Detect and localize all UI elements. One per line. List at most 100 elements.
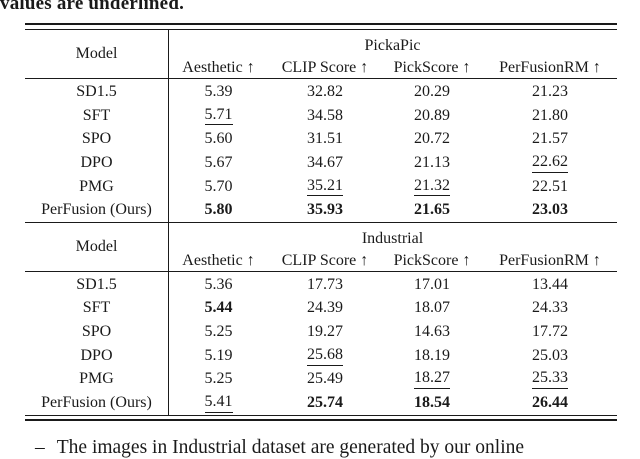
metric-value: 21.57 — [532, 130, 568, 148]
column-header-aesthetic: Aesthetic ↑ — [182, 59, 255, 76]
footnote-dash: – — [35, 437, 45, 458]
metric-value: 22.62 — [483, 153, 617, 173]
metric-value: 25.03 — [532, 346, 568, 364]
metric-value: 18.19 — [414, 346, 450, 364]
column-header-pickscore: PickScore ↑ — [393, 59, 471, 76]
header-rule — [25, 78, 617, 80]
metric-value: 21.32 — [381, 177, 483, 197]
metric-value: 18.27 — [381, 369, 483, 390]
section-header-pickapic: Model PickaPic Aesthetic ↑ CLIP Score ↑ … — [25, 30, 617, 78]
model-name: SD1.5 — [76, 275, 117, 293]
metric-value: 24.33 — [532, 299, 568, 317]
footnote-text: The images in Industrial dataset are gen… — [56, 437, 525, 458]
header-rule — [25, 270, 617, 273]
table-row: PMG 5.70 35.21 21.32 22.51 — [25, 175, 617, 199]
metric-value: 34.67 — [307, 153, 343, 171]
metric-value: 14.63 — [414, 322, 450, 340]
model-name: DPO — [80, 153, 113, 171]
metric-value: 17.01 — [414, 275, 450, 293]
table-row: PerFusion (Ours) 5.80 35.93 21.65 23.03 — [25, 198, 617, 222]
table-body-pickapic: SD1.5 5.39 32.82 20.29 21.23 SFT 5.71 34.58 20.8… — [25, 80, 617, 222]
metric-value: 35.93 — [307, 201, 343, 219]
model-name: PerFusion (Ours) — [41, 201, 152, 219]
results-table: Model PickaPic Aesthetic ↑ CLIP Score ↑ … — [25, 23, 617, 421]
column-header-perfusionrm: PerFusionRM ↑ — [499, 59, 601, 76]
metric-value: 17.73 — [307, 275, 343, 293]
table-row: SD1.5 5.36 17.73 17.01 13.44 — [25, 273, 617, 297]
column-separator-rule — [168, 30, 170, 415]
metric-value: 5.71 — [168, 106, 269, 126]
metric-value: 5.80 — [204, 201, 233, 219]
model-column-header: Model — [75, 45, 118, 62]
column-headers: Aesthetic ↑ CLIP Score ↑ PickScore ↑ Per… — [168, 252, 617, 271]
metric-value: 21.80 — [532, 106, 568, 124]
metric-value: 5.41 — [168, 393, 269, 413]
metric-value: 32.82 — [307, 82, 343, 100]
metric-value: 24.39 — [307, 299, 343, 317]
model-name: PMG — [79, 177, 114, 195]
table-row: SFT 5.71 34.58 20.89 21.80 — [25, 104, 617, 128]
metric-value: 5.36 — [204, 275, 233, 293]
metric-value: 21.23 — [532, 82, 568, 100]
metric-value: 34.58 — [307, 106, 343, 124]
metric-value: 25.33 — [483, 369, 617, 390]
table-row: DPO 5.67 34.67 21.13 22.62 — [25, 151, 617, 175]
model-column-header: Model — [75, 238, 118, 256]
metric-value: 25.68 — [269, 346, 381, 366]
model-name: SFT — [82, 106, 111, 124]
metric-value: 5.67 — [204, 153, 233, 171]
metric-value: 21.13 — [414, 153, 450, 171]
table-row: SFT 5.44 24.39 18.07 24.33 — [25, 296, 617, 320]
table-body-industrial: SD1.5 5.36 17.73 17.01 13.44 SFT 5.44 24.39 18.0… — [25, 273, 617, 415]
metric-value: 13.44 — [532, 275, 568, 293]
metric-value: 20.72 — [414, 130, 450, 148]
metric-value: 31.51 — [307, 130, 343, 148]
column-header-pickscore: PickScore ↑ — [393, 252, 471, 270]
metric-value: 5.25 — [204, 322, 233, 340]
dataset-name: Industrial — [361, 230, 424, 248]
metric-value: 5.70 — [204, 177, 233, 195]
metric-value: 22.51 — [532, 177, 568, 195]
table-row: PerFusion (Ours) 5.41 25.74 18.54 26.44 — [25, 391, 617, 415]
model-name: PMG — [79, 370, 114, 388]
table-row: SPO 5.60 31.51 20.72 21.57 — [25, 127, 617, 151]
table-top-rule — [25, 23, 617, 30]
model-name: SPO — [81, 130, 112, 148]
metric-header-group: PickaPic Aesthetic ↑ CLIP Score ↑ PickSc… — [168, 30, 617, 78]
metric-value: 5.25 — [204, 370, 233, 388]
metric-value: 5.44 — [204, 299, 233, 317]
metric-value: 21.65 — [414, 201, 450, 219]
column-header-clip-score: CLIP Score ↑ — [281, 59, 369, 76]
metric-value: 20.89 — [414, 106, 450, 124]
dataset-name: PickaPic — [364, 36, 421, 54]
metric-value: 26.44 — [532, 394, 568, 411]
section-header-industrial: Model Industrial Aesthetic ↑ CLIP Score … — [25, 224, 617, 271]
column-header-perfusionrm: PerFusionRM ↑ — [499, 252, 601, 270]
table-row: DPO 5.19 25.68 18.19 25.03 — [25, 344, 617, 368]
metric-value: 23.03 — [532, 201, 568, 219]
model-name: SD1.5 — [76, 82, 117, 100]
column-header-aesthetic: Aesthetic ↑ — [182, 252, 255, 270]
metric-value: 5.19 — [204, 346, 233, 364]
caption-text: values are underlined. — [0, 0, 185, 14]
table-row: PMG 5.25 25.49 18.27 25.33 — [25, 367, 617, 391]
table-row: SPO 5.25 19.27 14.63 17.72 — [25, 320, 617, 344]
table-row: SD1.5 5.39 32.82 20.29 21.23 — [25, 80, 617, 104]
model-name: SFT — [82, 299, 111, 317]
metric-header-group: Industrial Aesthetic ↑ CLIP Score ↑ Pick… — [168, 224, 617, 271]
column-headers: Aesthetic ↑ CLIP Score ↑ PickScore ↑ Per… — [168, 58, 617, 78]
metric-value: 5.60 — [204, 130, 233, 148]
metric-value: 18.07 — [414, 299, 450, 317]
model-name: PerFusion (Ours) — [41, 394, 152, 411]
section-divider-rule — [25, 222, 617, 224]
metric-value: 25.49 — [307, 370, 343, 388]
metric-value: 5.39 — [204, 82, 233, 100]
model-name: DPO — [80, 346, 113, 364]
metric-value: 20.29 — [414, 82, 450, 100]
metric-value: 17.72 — [532, 322, 568, 340]
footnote: – The images in Industrial dataset are g… — [35, 437, 524, 459]
metric-value: 35.21 — [269, 177, 381, 197]
model-name: SPO — [81, 322, 112, 340]
metric-value: 18.54 — [414, 394, 450, 411]
metric-value: 19.27 — [307, 322, 343, 340]
